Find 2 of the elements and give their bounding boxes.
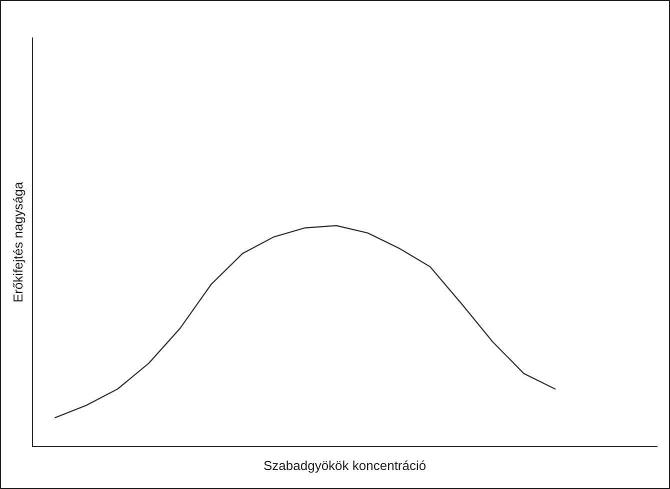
x-axis-title: Szabadgyökök koncentráció: [263, 458, 426, 473]
y-axis-title: Erőkifejtés nagysága: [10, 181, 26, 303]
